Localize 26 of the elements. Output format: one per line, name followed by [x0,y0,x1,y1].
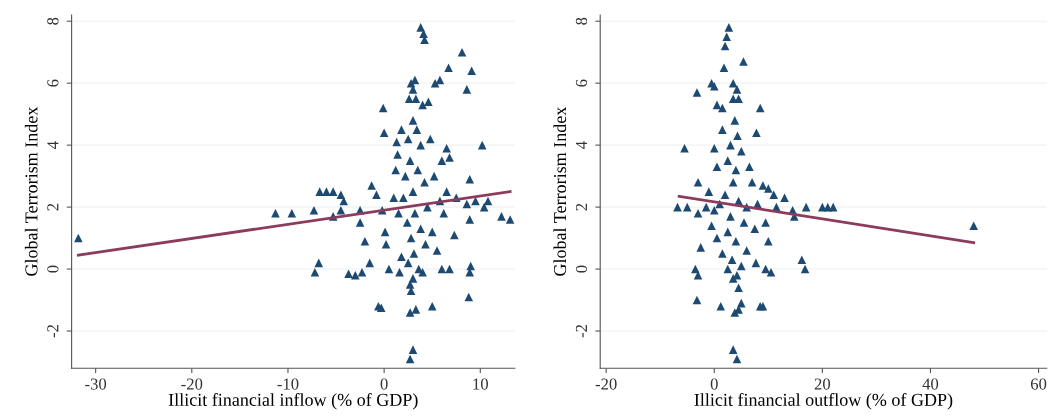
x-tick-label: 0 [380,378,388,390]
y-axis-title: Global Terrorism Index [24,106,38,276]
x-axis-title: Illicit financial inflow (% of GDP) [168,393,418,410]
y-tick-label: 4 [575,141,587,149]
x-tick-label: 60 [1030,378,1047,390]
y-tick-label: 8 [47,17,59,25]
y-tick-label: 8 [575,17,588,25]
x-tick-label: -10 [277,378,299,390]
x-tick-label: 0 [710,378,718,390]
y-tick-label: -2 [575,325,587,338]
x-tick-label: -30 [85,378,107,390]
x-tick-label: 10 [473,378,488,390]
x-tick-label: -20 [595,378,617,390]
y-tick-label: 2 [47,203,59,211]
y-tick-label: 6 [47,79,59,87]
x-tick-label: 40 [922,378,939,390]
y-tick-label: 0 [575,265,588,273]
x-axis-title: Illicit financial outflow (% of GDP) [694,393,953,410]
y-tick-label: -2 [47,325,59,338]
y-tick-label: 0 [47,265,59,273]
y-tick-label: 2 [575,203,587,211]
y-axis-title: Global Terrorism Index [553,106,567,276]
x-tick-label: 20 [814,378,831,390]
y-tick-label: 6 [575,79,588,87]
x-tick-label: -20 [181,378,203,390]
y-tick-label: 4 [47,141,59,149]
